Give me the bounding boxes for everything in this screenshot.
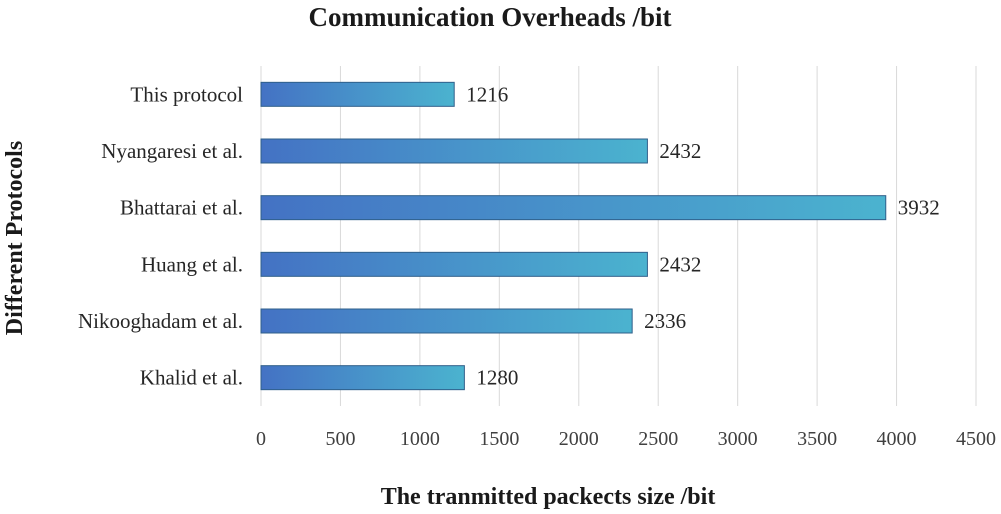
x-tick-label-4500: 4500	[956, 428, 996, 450]
bars	[260, 81, 887, 391]
bar-2	[260, 195, 887, 221]
x-tick-label-3000: 3000	[718, 428, 758, 450]
bar-4	[260, 308, 633, 334]
category-label-5: Khalid et al.	[140, 366, 243, 390]
x-tick-label-500: 500	[325, 428, 355, 450]
x-tick-label-2500: 2500	[638, 428, 678, 450]
x-tick-label-4000: 4000	[877, 428, 917, 450]
data-label-0: 1216	[466, 82, 508, 106]
data-label-3: 2432	[659, 252, 701, 276]
category-label-2: Bhattarai et al.	[120, 196, 243, 220]
gridlines	[260, 66, 977, 406]
x-tick-label-3500: 3500	[797, 428, 837, 450]
x-axis-title: The tranmitted packects size /bit	[381, 484, 716, 510]
category-label-1: Nyangaresi et al.	[101, 139, 243, 163]
bar-1	[260, 138, 648, 164]
x-tick-label-0: 0	[256, 428, 266, 450]
data-label-4: 2336	[644, 309, 686, 333]
category-label-4: Nikooghadam et al.	[78, 309, 243, 333]
data-label-2: 3932	[898, 196, 940, 220]
category-label-3: Huang et al.	[141, 252, 243, 276]
x-tick-label-1000: 1000	[400, 428, 440, 450]
x-tick-label-1500: 1500	[479, 428, 519, 450]
data-label-1: 2432	[659, 139, 701, 163]
chart-title: Communication Overheads /bit	[308, 2, 671, 32]
category-labels: This protocol Nyangaresi et al. Bhattarai …	[78, 82, 243, 389]
data-labels: 1216 2432 3932 2432 2336 1280	[466, 82, 940, 389]
bar-0	[260, 81, 455, 107]
bar-5	[260, 365, 465, 391]
bar-3	[260, 251, 648, 277]
x-tick-labels: 0 500 1000 1500 2000 2500 3000 3500 4000 4500	[256, 428, 996, 450]
y-axis-title: Different Protocols	[2, 141, 28, 335]
x-tick-label-2000: 2000	[559, 428, 599, 450]
category-label-0: This protocol	[130, 82, 243, 106]
data-label-5: 1280	[476, 366, 518, 390]
